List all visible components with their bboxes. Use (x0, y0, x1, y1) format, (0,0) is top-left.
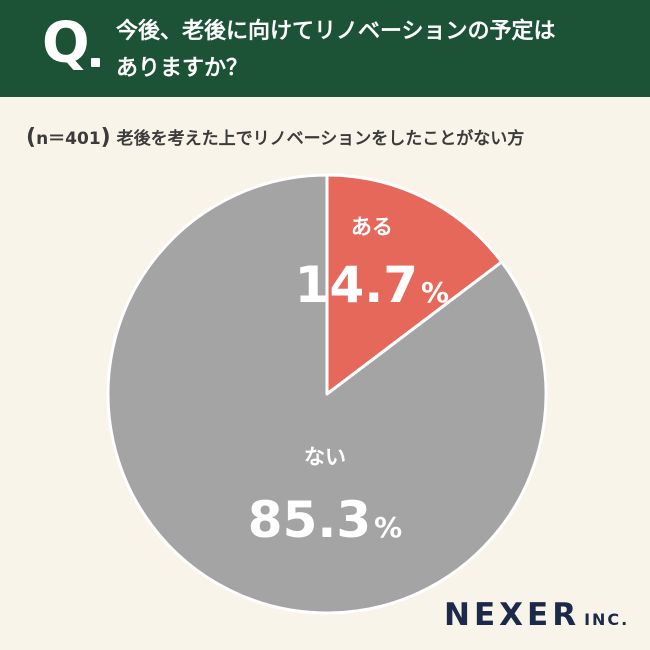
slice-category-label-nai: ない (304, 445, 346, 469)
sample-note-open-paren: ( (26, 125, 37, 150)
slice-value-number-nai: 85.3 (248, 491, 371, 549)
slice-value-label-nai: 85.3% (248, 491, 402, 549)
sample-size: n＝401 (36, 129, 101, 149)
question-q-dot (91, 58, 100, 67)
sample-note: (n＝401) 老後を考えた上でリノベーションをしたことがない方 (26, 127, 636, 149)
question-text-line1: 今後、老後に向けてリノベーションの予定は (116, 19, 556, 44)
question-text-line2: ありますか？ (116, 56, 249, 81)
nexer-logo: NEXER INC. (444, 600, 629, 631)
question-header: Q 今後、老後に向けてリノベーションの予定は ありますか？ (0, 0, 650, 97)
slice-value-unit-aru: % (421, 276, 449, 309)
logo-suffix: INC. (584, 610, 630, 629)
sample-note-close-paren: ) (100, 125, 111, 150)
logo-name: NEXER (444, 597, 581, 633)
slice-value-number-aru: 14.7 (295, 256, 418, 314)
slice-value-label-aru: 14.7% (295, 256, 449, 314)
slice-value-unit-nai: % (374, 511, 402, 544)
question-q-mark: Q (42, 11, 90, 76)
pie-slice-nai (106, 173, 548, 615)
sample-description: 老後を考えた上でリノベーションをしたことがない方 (116, 129, 525, 149)
pie-slice-aru (325, 173, 504, 396)
slice-category-label-aru: ある (351, 215, 393, 239)
